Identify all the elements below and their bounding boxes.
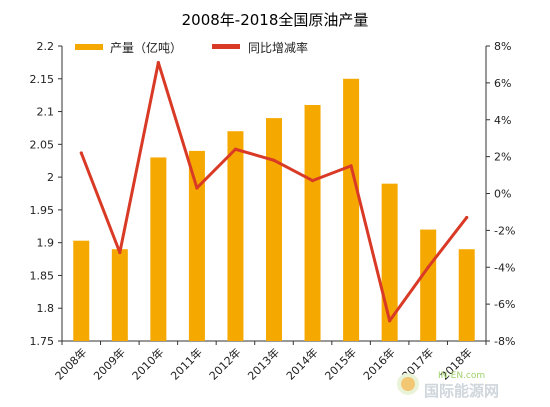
y-left-tick-label: 1.95: [30, 204, 55, 217]
y-left-tick-label: 2.1: [37, 106, 55, 119]
legend-line-swatch: [212, 44, 240, 49]
bar: [304, 105, 321, 341]
y-left-tick-label: 1.8: [37, 302, 55, 315]
x-tick-label: 2013年: [245, 345, 282, 382]
line-point: [79, 151, 83, 155]
x-tick-label: 2015年: [322, 345, 359, 382]
y-left-tick-label: 1.75: [30, 335, 55, 348]
chart-title: 2008年-2018全国原油产量: [182, 11, 369, 29]
x-tick-label: 2014年: [283, 345, 320, 382]
x-tick-label: 2008年: [52, 345, 89, 382]
line-point: [195, 186, 199, 190]
legend-bar-label: 产量（亿吨）: [110, 40, 182, 55]
bar: [420, 229, 437, 341]
y-right-tick-label: -8%: [494, 335, 515, 348]
line-point: [118, 250, 122, 255]
x-tick-label: 2011年: [168, 345, 205, 382]
line-point: [310, 178, 315, 183]
line-point: [349, 164, 353, 168]
line-point: [388, 319, 392, 323]
y-left-tick-label: 2.15: [30, 73, 55, 86]
y-left-tick-label: 1.85: [30, 269, 55, 282]
y-right-tick-label: 0%: [494, 188, 511, 201]
line-series: [79, 60, 469, 323]
bar: [111, 249, 128, 341]
y-right-tick-label: -4%: [494, 261, 515, 274]
bar: [266, 118, 282, 341]
bar: [73, 240, 90, 341]
bar: [150, 157, 167, 341]
legend-line-label: 同比增减率: [248, 40, 308, 55]
watermark-main: 国际能源网: [424, 382, 499, 400]
x-tick-label: 2009年: [90, 345, 127, 382]
y-right-tick-label: 2%: [494, 151, 511, 164]
bar: [458, 249, 475, 341]
bar: [188, 150, 205, 341]
bar: [227, 131, 244, 341]
line-point: [233, 147, 238, 151]
y-right-tick-label: 8%: [494, 40, 511, 53]
line-point: [465, 215, 469, 220]
y-right-tick-label: -2%: [494, 224, 515, 237]
y-right-tick-label: 4%: [494, 114, 511, 127]
line-point: [272, 158, 276, 162]
line-point: [156, 60, 160, 65]
watermark-logo: IN-EN.com 国际能源网: [397, 371, 499, 400]
y-left-tick-label: 1.9: [37, 237, 55, 250]
x-tick-label: 2016年: [360, 345, 397, 382]
y-left-tick-label: 2.2: [37, 40, 55, 53]
bar-series: [73, 78, 475, 342]
legend-bar-swatch: [75, 44, 103, 50]
legend: 产量（亿吨） 同比增减率: [75, 40, 308, 55]
y-right-tick-label: 6%: [494, 77, 511, 90]
bar: [343, 78, 360, 342]
y-right-tick-label: -6%: [494, 298, 515, 311]
y-left-tick-label: 2: [47, 171, 54, 184]
watermark-small: IN-EN.com: [438, 371, 485, 381]
line-point: [426, 265, 430, 269]
y-left-tick-label: 2.05: [30, 138, 55, 151]
x-tick-label: 2012年: [206, 345, 243, 382]
x-tick-label: 2010年: [129, 345, 166, 382]
